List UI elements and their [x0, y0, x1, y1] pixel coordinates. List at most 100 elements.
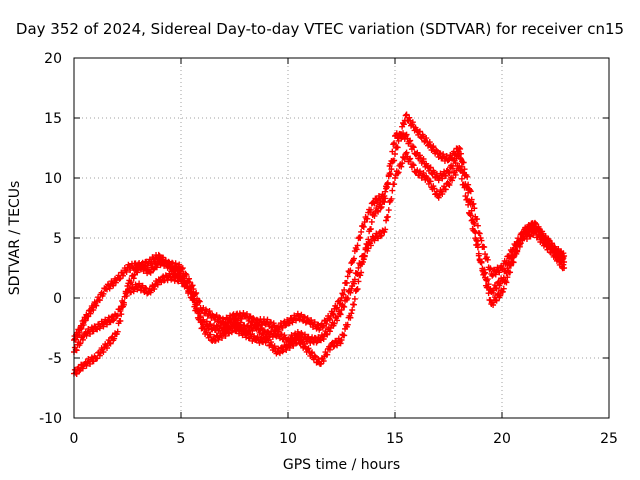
data-point-interp: [385, 207, 392, 214]
data-point-interp: [560, 261, 567, 268]
data-point-interp: [219, 315, 226, 322]
data-point-interp: [416, 128, 423, 135]
data-point-interp: [542, 233, 549, 240]
data-point-interp: [385, 172, 392, 179]
data-point-interp: [384, 213, 391, 220]
data-point-interp: [531, 219, 538, 226]
data-point-interp: [364, 241, 371, 248]
data-point-interp: [136, 280, 143, 287]
data-point-interp: [465, 189, 472, 196]
data-point-interp: [420, 170, 427, 177]
data-point-interp: [516, 241, 523, 248]
data-point-interp: [130, 275, 137, 282]
data-point-interp: [330, 343, 337, 350]
data-point-interp: [474, 241, 481, 248]
data-point-interp: [301, 341, 308, 348]
data-point-interp: [308, 317, 315, 324]
data-point-interp: [388, 166, 395, 173]
data-point: [445, 181, 452, 187]
data-point-interp: [487, 265, 494, 272]
data-point-interp: [83, 362, 90, 369]
data-point-interp: [276, 349, 283, 356]
data-point-interp: [390, 141, 397, 148]
data-point-interp: [347, 267, 354, 274]
data-point-interp: [362, 245, 369, 252]
data-point-interp: [137, 266, 144, 273]
data-point-interp: [558, 258, 565, 265]
data-point-interp: [186, 288, 193, 295]
data-point-interp: [482, 274, 489, 281]
data-point-interp: [354, 285, 361, 292]
data-point-interp: [383, 185, 390, 192]
data-point-interp: [429, 144, 436, 151]
y-axis-label: SDTVAR / TECUs: [7, 180, 23, 296]
data-point-interp: [127, 280, 134, 287]
data-point-interp: [172, 260, 179, 267]
data-point-interp: [203, 318, 210, 325]
data-point-interp: [406, 156, 413, 163]
data-point-interp: [535, 223, 542, 230]
data-point-interp: [497, 292, 504, 299]
data-point-interp: [147, 269, 154, 276]
data-point-interp: [326, 346, 333, 353]
data-point-interp: [190, 297, 197, 304]
data-point-interp: [388, 157, 395, 164]
data-point-interp: [357, 234, 364, 241]
data-point-interp: [354, 242, 361, 249]
data-point-interp: [442, 172, 449, 179]
data-point-interp: [510, 259, 517, 266]
data-point-interp: [308, 350, 315, 357]
data-point-interp: [484, 256, 491, 263]
data-point: [359, 223, 366, 229]
data-point-interp: [169, 263, 176, 270]
data-point-interp: [474, 216, 481, 223]
data-point-interp: [367, 242, 374, 249]
data-point-interp: [200, 323, 207, 330]
data-point-interp: [103, 321, 110, 328]
data-point-interp: [216, 314, 223, 321]
data-point-interp: [79, 365, 86, 372]
data-point-interp: [154, 281, 161, 288]
data-point-interp: [409, 143, 416, 150]
data-point-interp: [117, 317, 124, 324]
data-point-interp: [389, 187, 396, 194]
data-point-interp: [489, 272, 496, 279]
data-point-interp: [76, 367, 83, 374]
data-point-interp: [96, 297, 103, 304]
data-point-interp: [304, 315, 311, 322]
data-point-interp: [467, 201, 474, 208]
data-point-interp: [106, 285, 113, 292]
data-point-interp: [460, 159, 467, 166]
data-point-interp: [382, 188, 389, 195]
data-point-interp: [481, 270, 488, 277]
data-point-interp: [254, 323, 261, 330]
data-point-interp: [150, 266, 157, 273]
data-point-interp: [106, 318, 113, 325]
data-point-interp: [344, 273, 351, 280]
data-point-interp: [378, 232, 385, 239]
data-point-interp: [116, 275, 123, 282]
data-point-interp: [118, 311, 125, 318]
data-point-interp: [406, 138, 413, 145]
data-point-interp: [485, 290, 492, 297]
data-point-interp: [153, 280, 160, 287]
data-point-interp: [196, 298, 203, 305]
data-point-interp: [446, 170, 453, 177]
data-point-interp: [481, 244, 488, 251]
data-point-interp: [503, 279, 510, 286]
data-point-interp: [466, 197, 473, 204]
data-point-interp: [430, 143, 437, 150]
data-point-interp: [474, 238, 481, 245]
data-point: [561, 265, 568, 271]
data-point-interp: [309, 349, 316, 356]
data-point-interp: [462, 181, 469, 188]
data-point-interp: [268, 339, 275, 346]
data-point-interp: [360, 223, 367, 230]
data-point-interp: [467, 212, 474, 219]
data-point-interp: [331, 320, 338, 327]
data-point-interp: [549, 242, 556, 249]
data-point-interp: [350, 255, 357, 262]
data-point-interp: [183, 271, 190, 278]
data-point-interp: [207, 321, 214, 328]
